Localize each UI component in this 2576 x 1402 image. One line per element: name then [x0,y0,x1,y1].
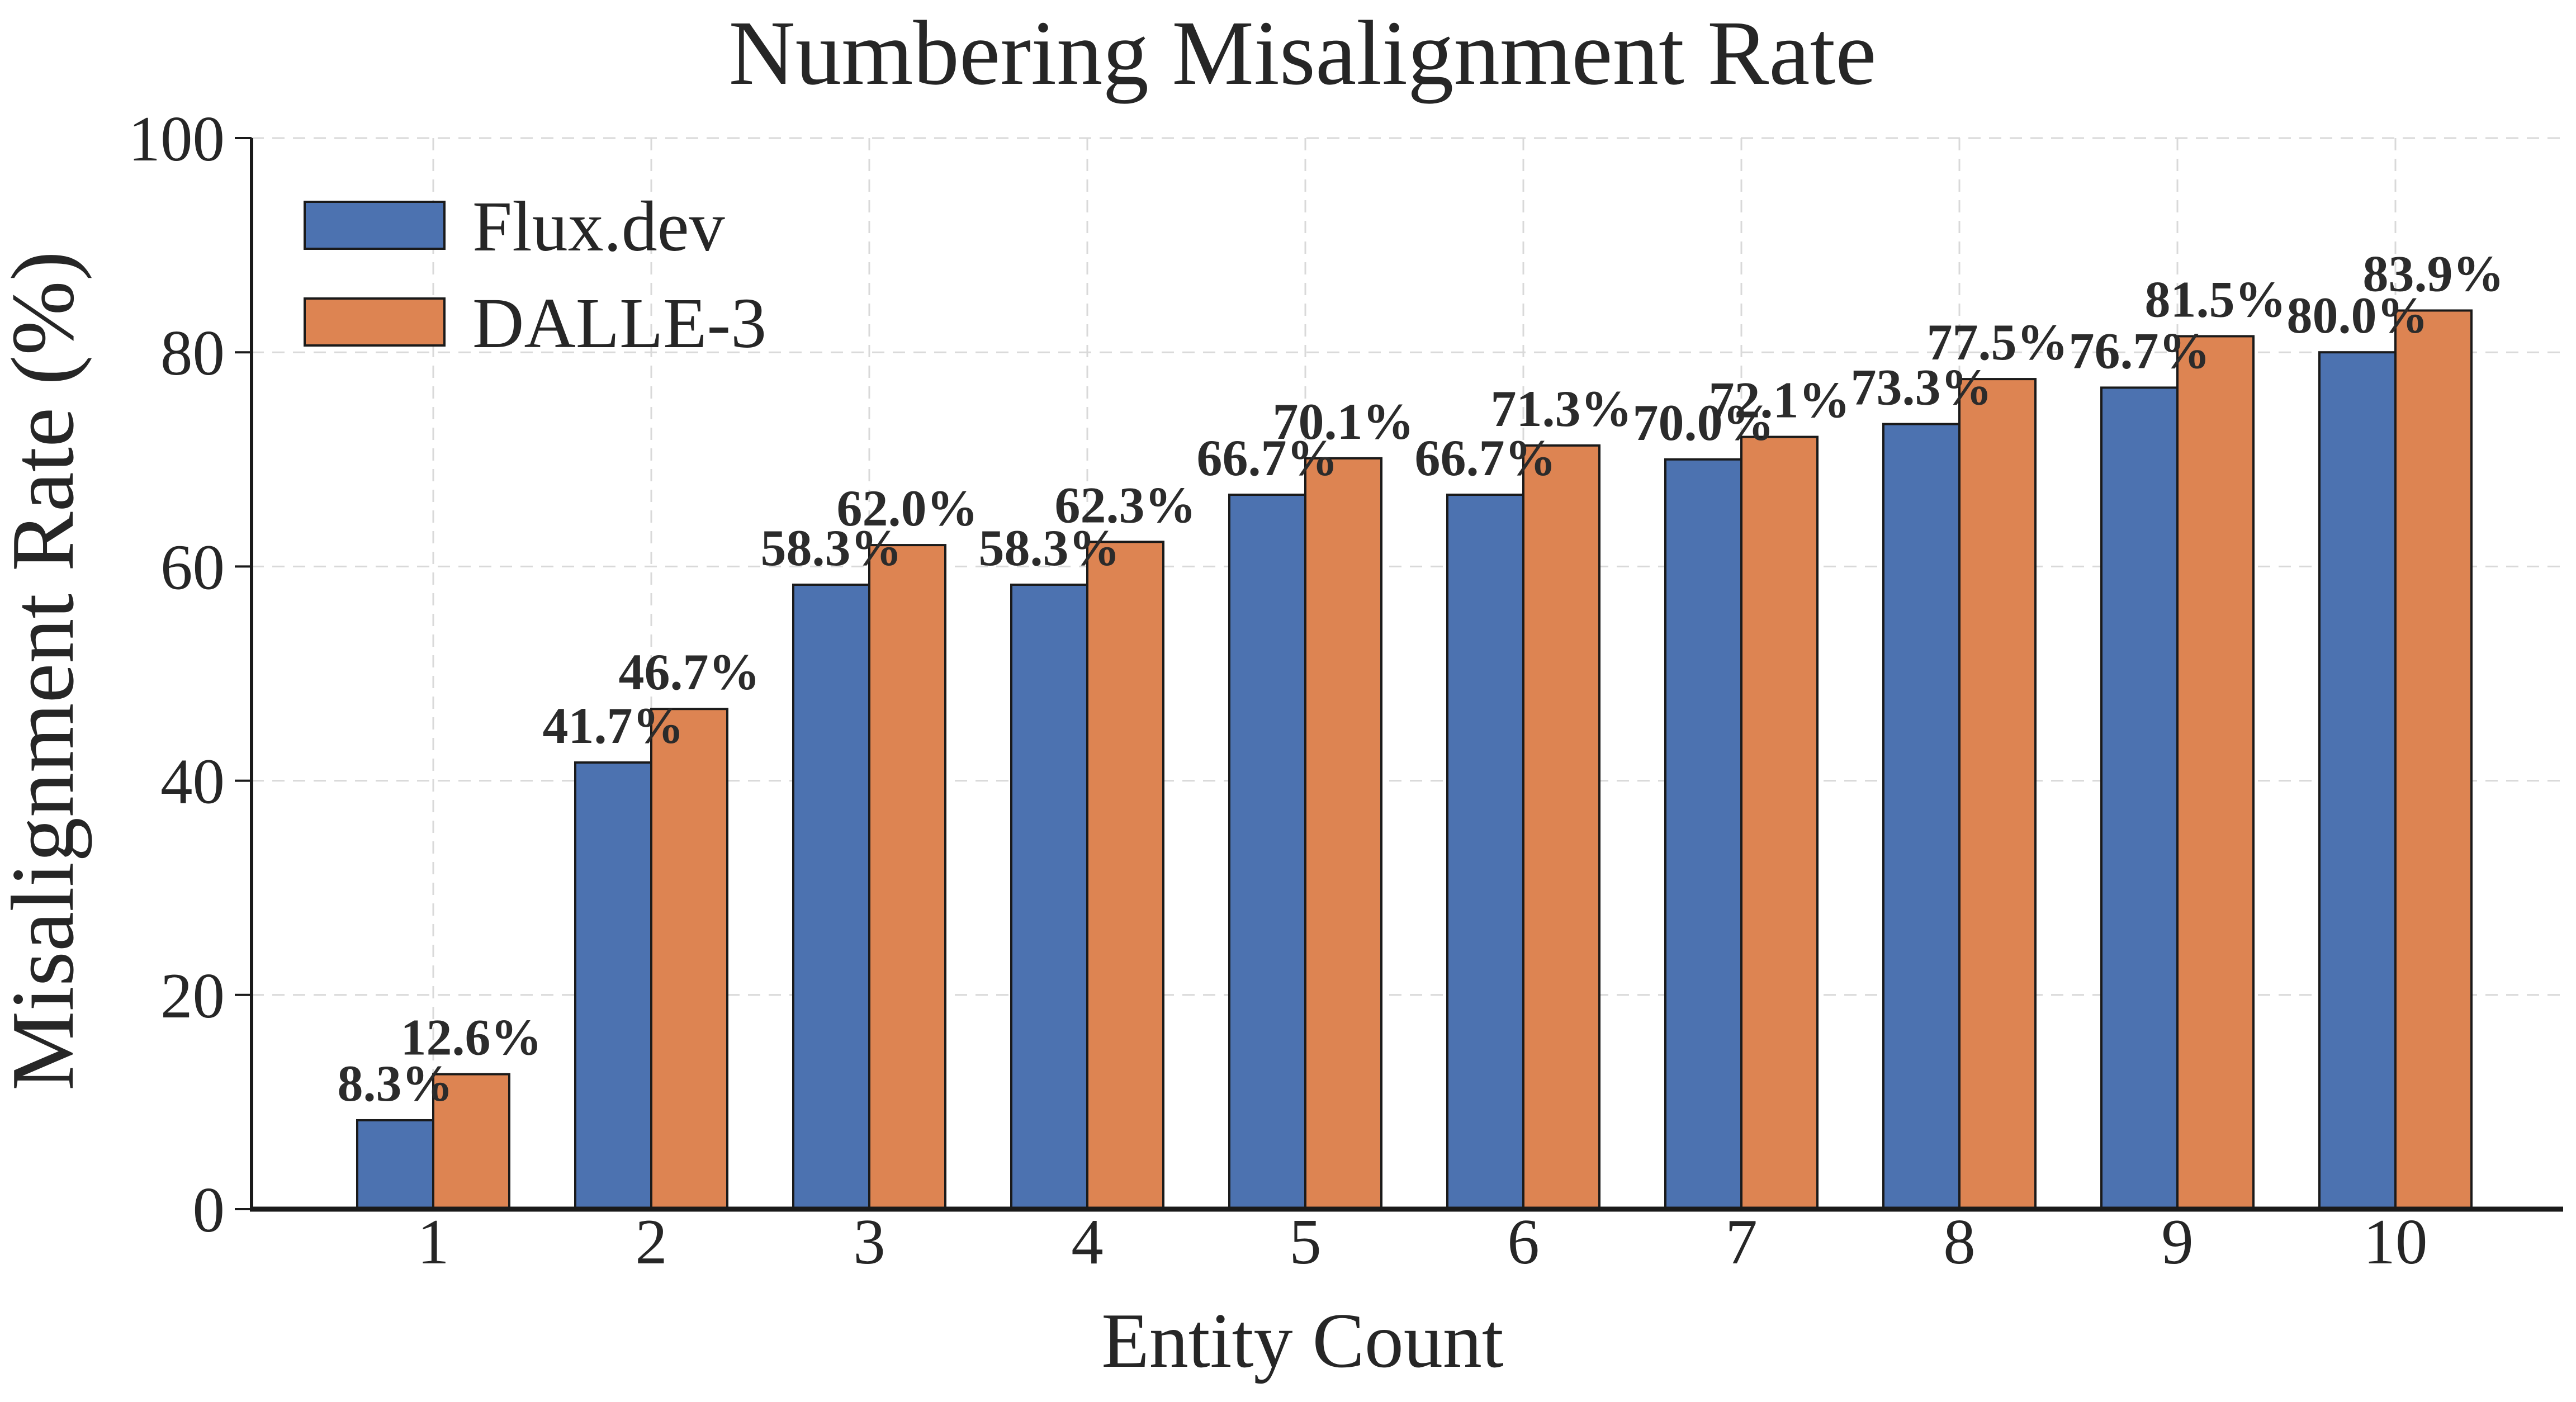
bar-dalle3-3 [868,544,946,1211]
data-label: 76.7% [2069,322,2210,379]
bar-dalle3-10 [2394,309,2473,1211]
data-label: 83.9% [2363,245,2504,302]
x-tick-label: 9 [2161,1206,2194,1277]
data-label: 80.0% [2287,287,2428,344]
x-tick-label: 6 [1507,1206,1540,1277]
data-label: 72.1% [1709,372,1850,429]
axis-layer: 0 20 40 60 80 100 1 2 3 4 5 6 7 8 9 10 [129,103,2563,1277]
data-label: 46.7% [619,643,760,700]
bar-fluxdev-10 [2318,351,2397,1211]
data-label: 70.1% [1273,393,1414,450]
data-label: 62.0% [837,480,978,537]
y-tick-label: 40 [160,746,225,817]
y-tick-label: 20 [160,960,225,1031]
x-tick-label: 4 [1071,1206,1104,1277]
bar-dalle3-8 [1958,378,2037,1210]
data-label: 66.7% [1415,429,1556,486]
bar-fluxdev-6 [1446,494,1524,1211]
legend: Flux.dev DALLE-3 [304,187,766,363]
data-label: 58.3% [979,519,1120,576]
data-label: 62.3% [1055,476,1196,533]
x-axis-label: Entity Count [1101,1297,1504,1384]
x-tick-label: 7 [1725,1206,1758,1277]
bar-fluxdev-4 [1010,583,1088,1210]
x-tick-label: 3 [853,1206,886,1277]
legend-swatch-dalle [304,297,446,347]
x-tick-label: 8 [1943,1206,1976,1277]
y-tick-label: 80 [160,318,225,389]
data-label: 8.3% [338,1055,453,1112]
bar-dalle3-7 [1740,435,1819,1211]
data-label-layer: 8.3%41.7%58.3% 58.3%66.7% 66.7%70.0%73.3%7… [338,245,2504,1111]
legend-label-dalle: DALLE-3 [472,283,766,363]
bar-fluxdev-5 [1228,494,1306,1211]
bar-dalle3-4 [1086,541,1164,1210]
bar-dalle3-1 [432,1073,510,1210]
data-label: 58.3% [761,519,902,576]
data-label: 70.0% [1633,394,1774,451]
y-tick-label: 60 [160,532,225,603]
bar-fluxdev-9 [2100,386,2179,1210]
data-label: 81.5% [2145,271,2286,328]
legend-label-flux: Flux.dev [472,187,725,266]
bar-fluxdev-3 [792,583,870,1210]
y-axis-label: Misalignment Rate (%) [0,251,92,1091]
bar-fluxdev-7 [1664,458,1742,1210]
x-tick-label: 5 [1289,1206,1322,1277]
bar-layer [356,309,2473,1211]
bar-dalle3-9 [2176,335,2255,1211]
bar-dalle3-6 [1522,444,1600,1211]
data-label: 71.3% [1491,380,1632,437]
data-label: 12.6% [401,1009,542,1066]
data-label: 73.3% [1851,359,1992,416]
data-label: 77.5% [1927,314,2068,371]
legend-swatch-flux [304,201,446,250]
data-label: 66.7% [1197,429,1338,486]
y-tick-label: 0 [193,1174,225,1245]
x-tick-label: 2 [635,1206,667,1277]
x-tick-label: 1 [417,1206,449,1277]
bar-dalle3-5 [1304,457,1382,1210]
bar-dalle3-2 [650,708,728,1210]
chart-title: Numbering Misalignment Rate [729,2,1877,104]
bar-fluxdev-8 [1882,423,1961,1210]
bar-fluxdev-1 [356,1119,434,1211]
data-label: 41.7% [543,697,684,754]
bar-fluxdev-2 [574,761,652,1210]
y-tick-label: 100 [129,103,225,174]
x-tick-label: 10 [2364,1206,2428,1277]
